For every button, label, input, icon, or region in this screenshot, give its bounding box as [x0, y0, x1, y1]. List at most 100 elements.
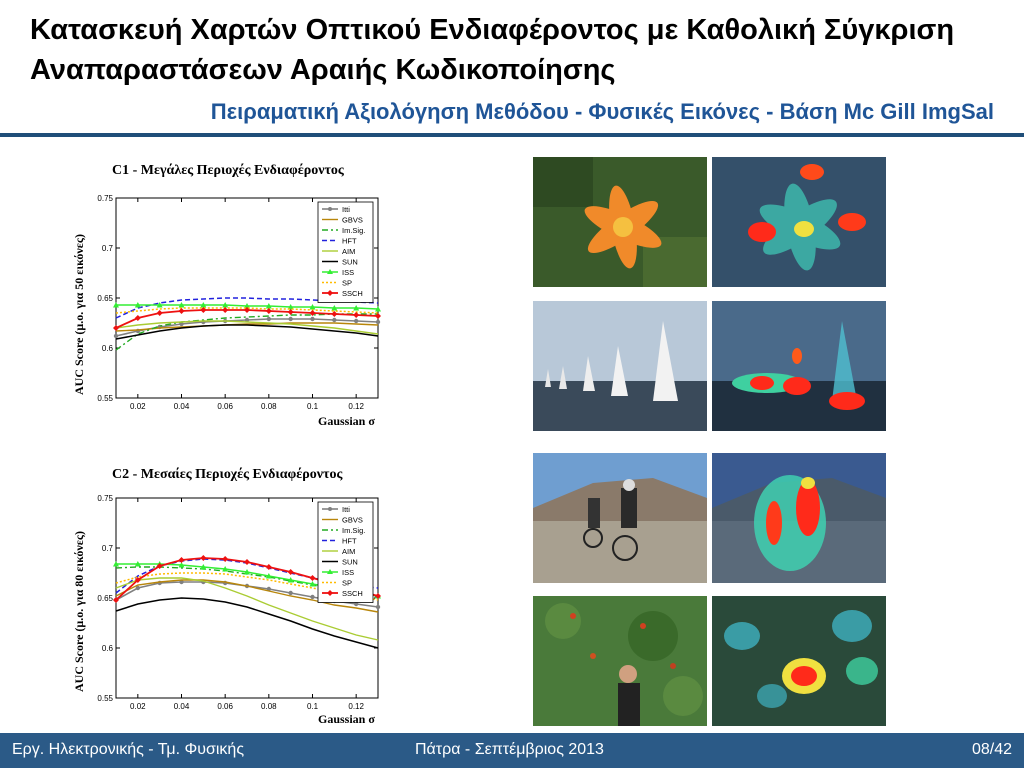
data-point-iss: [200, 564, 207, 570]
chart-2-title: C2 - Μεσαίες Περιοχές Ενδιαφέροντος: [112, 467, 343, 482]
legend-box: [317, 501, 374, 603]
footer-lab: Εργ. Ηλεκτρονικής - Τμ. Φυσικής: [12, 741, 245, 758]
data-point-iss: [222, 302, 229, 308]
footer-page-number: 08/42: [971, 741, 1012, 758]
lily-photo: [533, 157, 707, 287]
series-line-aim: [115, 577, 379, 641]
data-point-iss: [134, 561, 141, 567]
data-point-itti: [353, 601, 359, 607]
data-point-ssch: [265, 308, 272, 314]
legend-label-hft: HFT: [342, 537, 357, 546]
data-point-itti: [135, 585, 141, 591]
y-tick-label: 0.55: [97, 394, 113, 403]
x-tick-label: 0.1: [307, 702, 319, 711]
data-point-ssch: [113, 325, 119, 331]
data-point-itti: [266, 316, 272, 322]
data-point-itti: [375, 604, 381, 610]
y-tick-label: 0.65: [97, 594, 113, 603]
data-point-iss: [134, 302, 141, 308]
data-point-ssch: [287, 309, 294, 315]
data-point-itti: [310, 316, 315, 322]
series-line-gbvs: [115, 579, 379, 613]
data-point-iss: [331, 305, 338, 311]
legend-label-itti: Itti: [342, 205, 350, 214]
data-point-iss: [265, 303, 272, 309]
legend-marker: [327, 590, 333, 596]
legend-label-aim: AIM: [342, 547, 355, 556]
y-tick-label: 0.7: [102, 544, 114, 553]
data-point-ssch: [309, 575, 316, 581]
data-point-iss: [309, 304, 316, 310]
lily-saliency-map: [712, 157, 886, 287]
y-tick-label: 0.7: [102, 244, 114, 253]
data-point-ssch: [222, 307, 229, 313]
legend-label-hft: HFT: [342, 237, 357, 246]
x-tick-label: 0.04: [174, 402, 190, 411]
legend-label-sp: SP: [342, 279, 352, 288]
data-point-ssch: [178, 557, 185, 563]
chart-2-xlabel: Gaussian σ: [318, 712, 375, 726]
legend-label-ssch: SSCH: [342, 589, 363, 598]
legend-label-aim: AIM: [342, 247, 355, 256]
x-tick-label: 0.12: [348, 702, 364, 711]
x-tick-label: 0.08: [261, 402, 277, 411]
title-divider: [0, 133, 1024, 137]
y-tick-label: 0.6: [102, 644, 114, 653]
legend-label-sun: SUN: [342, 558, 358, 567]
data-point-iss: [244, 303, 250, 309]
data-point-ssch: [200, 307, 207, 313]
legend-label-im-sig: Im.Sig.: [342, 526, 365, 535]
data-point-ssch: [331, 311, 338, 317]
chart-1-xlabel: Gaussian σ: [318, 414, 375, 428]
data-point-ssch: [309, 310, 316, 316]
y-tick-label: 0.75: [97, 494, 113, 503]
legend-label-im-sig: Im.Sig.: [342, 226, 365, 235]
data-point-itti: [179, 579, 184, 585]
y-tick-label: 0.6: [102, 344, 114, 353]
legend-marker: [327, 569, 333, 574]
data-point-ssch: [287, 569, 294, 575]
data-point-iss: [287, 304, 294, 310]
x-tick-label: 0.02: [130, 402, 146, 411]
cyclists-photo: [533, 453, 707, 583]
cyclists-saliency-map: [712, 453, 886, 583]
data-point-itti: [310, 594, 315, 600]
legend-box: [317, 201, 374, 303]
data-point-iss: [244, 569, 250, 575]
data-point-ssch: [200, 555, 207, 561]
x-tick-label: 0.1: [307, 402, 319, 411]
series-line-gbvs: [115, 322, 379, 332]
legend-label-sun: SUN: [342, 258, 358, 267]
data-point-itti: [353, 318, 359, 324]
legend-label-gbvs: GBVS: [342, 216, 363, 225]
data-point-iss: [113, 302, 119, 308]
chart-1-ylabel: AUC Score (μ.ο. για 50 εικόνες): [72, 234, 86, 395]
data-point-iss: [375, 306, 381, 312]
y-tick-label: 0.65: [97, 294, 113, 303]
x-tick-label: 0.04: [174, 702, 190, 711]
legend-label-iss: ISS: [342, 568, 354, 577]
x-tick-label: 0.06: [217, 702, 233, 711]
legend-label-iss: ISS: [342, 268, 354, 277]
data-point-ssch: [113, 597, 119, 603]
data-point-ssch: [156, 563, 163, 569]
legend-marker: [327, 290, 333, 296]
chart-1: 0.02 0.04 0.06 0.08 0.1 0.12 0.55 0.6 0.65 0.7 0.7…: [97, 194, 381, 411]
sailboats-saliency-map: [712, 301, 886, 431]
data-point-iss: [178, 302, 185, 308]
data-point-itti: [288, 316, 293, 322]
data-point-itti: [244, 317, 250, 323]
data-point-ssch: [265, 564, 272, 570]
series-line-aim: [115, 320, 379, 335]
data-point-ssch: [244, 559, 250, 565]
data-point-ssch: [178, 308, 185, 314]
data-point-iss: [222, 566, 229, 572]
legend-marker: [328, 207, 332, 211]
legend-label-sp: SP: [342, 579, 352, 588]
series-line-sun: [115, 324, 379, 340]
data-point-ssch: [156, 310, 163, 316]
data-point-iss: [178, 562, 185, 568]
y-tick-label: 0.75: [97, 194, 113, 203]
data-point-iss: [113, 561, 119, 567]
data-point-ssch: [222, 556, 229, 562]
